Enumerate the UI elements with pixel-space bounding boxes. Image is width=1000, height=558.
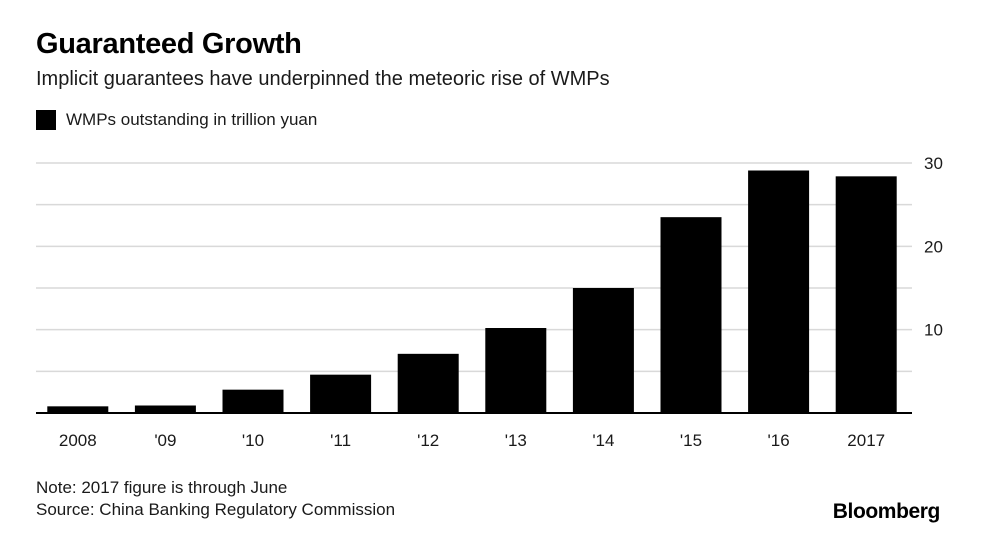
chart-note: Note: 2017 figure is through June <box>36 478 288 497</box>
bar-1 <box>134 405 196 413</box>
bar-2 <box>222 389 284 413</box>
chart-title: Guaranteed Growth <box>36 28 302 60</box>
x-tick-label: '13 <box>505 431 527 450</box>
x-tick-label: 2008 <box>59 431 97 450</box>
x-tick-label: '15 <box>680 431 702 450</box>
x-tick-label: '10 <box>242 431 264 450</box>
bar-0 <box>47 406 109 413</box>
y-tick-label: 30 <box>924 154 943 173</box>
bar-3 <box>310 374 372 413</box>
x-tick-label: '14 <box>592 431 614 450</box>
x-tick-label: 2017 <box>847 431 885 450</box>
x-tick-label: '11 <box>330 431 351 450</box>
bar-8 <box>748 170 810 413</box>
y-tick-label: 10 <box>924 321 943 340</box>
legend: WMPs outstanding in trillion yuan <box>36 110 317 130</box>
bar-6 <box>572 288 634 413</box>
chart-source: Source: China Banking Regulatory Commiss… <box>36 500 396 519</box>
x-tick-label: '16 <box>768 431 790 450</box>
bar-5 <box>485 328 547 413</box>
bloomberg-logo: Bloomberg <box>832 500 941 523</box>
x-tick-label: '09 <box>154 431 176 450</box>
y-tick-label: 20 <box>924 237 943 256</box>
bar-7 <box>660 217 722 413</box>
bar-4 <box>397 353 459 413</box>
legend-swatch <box>36 110 56 130</box>
chart-subtitle: Implicit guarantees have underpinned the… <box>36 68 610 90</box>
x-tick-label: '12 <box>417 431 439 450</box>
legend-label: WMPs outstanding in trillion yuan <box>66 110 318 129</box>
bar-9 <box>835 176 897 413</box>
